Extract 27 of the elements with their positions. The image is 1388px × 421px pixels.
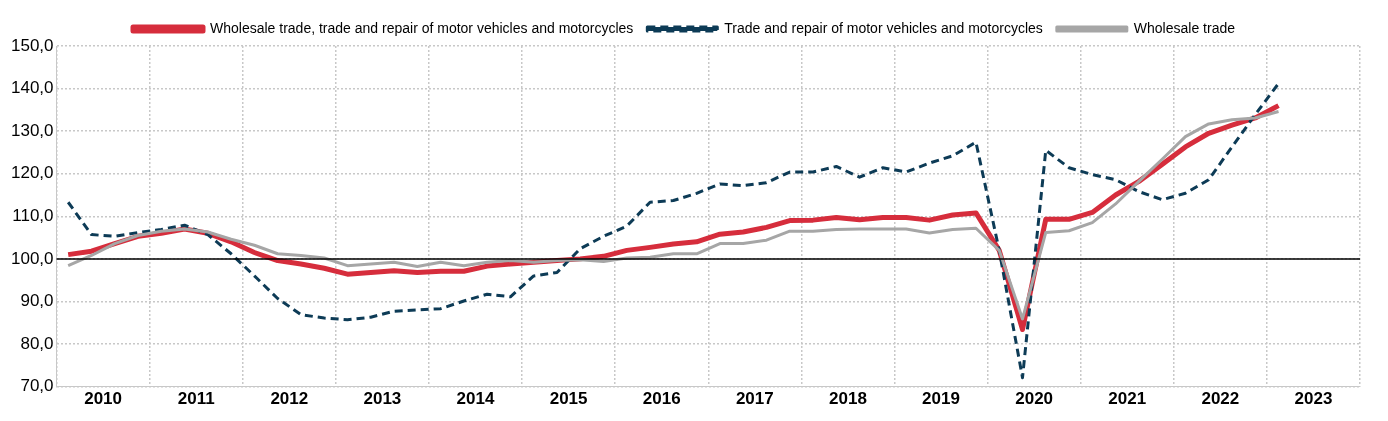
x-tick-label: 2022 bbox=[1201, 389, 1240, 409]
y-tick-label: 130,0 bbox=[10, 120, 54, 140]
x-tick-label: 2023 bbox=[1294, 389, 1333, 409]
y-tick-label: 100,0 bbox=[10, 248, 54, 268]
x-tick-label: 2018 bbox=[829, 389, 867, 409]
x-tick-label: 2019 bbox=[922, 389, 960, 409]
x-tick-label: 2020 bbox=[1015, 389, 1054, 409]
legend-label: Wholesale trade bbox=[1133, 19, 1236, 36]
y-tick-label: 120,0 bbox=[10, 163, 54, 183]
y-tick-label: 140,0 bbox=[10, 78, 54, 98]
y-tick-label: 80,0 bbox=[20, 333, 54, 353]
x-tick-label: 2010 bbox=[84, 389, 123, 409]
y-tick-label: 110,0 bbox=[12, 205, 54, 225]
x-tick-label: 2021 bbox=[1108, 389, 1147, 409]
y-tick-label: 70,0 bbox=[20, 376, 54, 396]
line-series bbox=[66, 81, 1281, 380]
x-tick-label: 2016 bbox=[642, 389, 681, 409]
x-tick-label: 2015 bbox=[549, 389, 588, 409]
y-tick-label: 90,0 bbox=[20, 291, 54, 311]
legend-label: Wholesale trade, trade and repair of motor vehicles and motorcycles bbox=[210, 19, 634, 36]
x-tick-label: 2014 bbox=[456, 389, 495, 409]
y-tick-label: 150,0 bbox=[10, 35, 54, 55]
x-tick-label: 2011 bbox=[177, 389, 215, 409]
x-tick-label: 2017 bbox=[735, 389, 774, 409]
x-tick-label: 2012 bbox=[270, 389, 309, 409]
legend-label: Trade and repair of motor vehicles and motorcycles bbox=[724, 19, 1043, 36]
x-tick-label: 2013 bbox=[363, 389, 402, 409]
